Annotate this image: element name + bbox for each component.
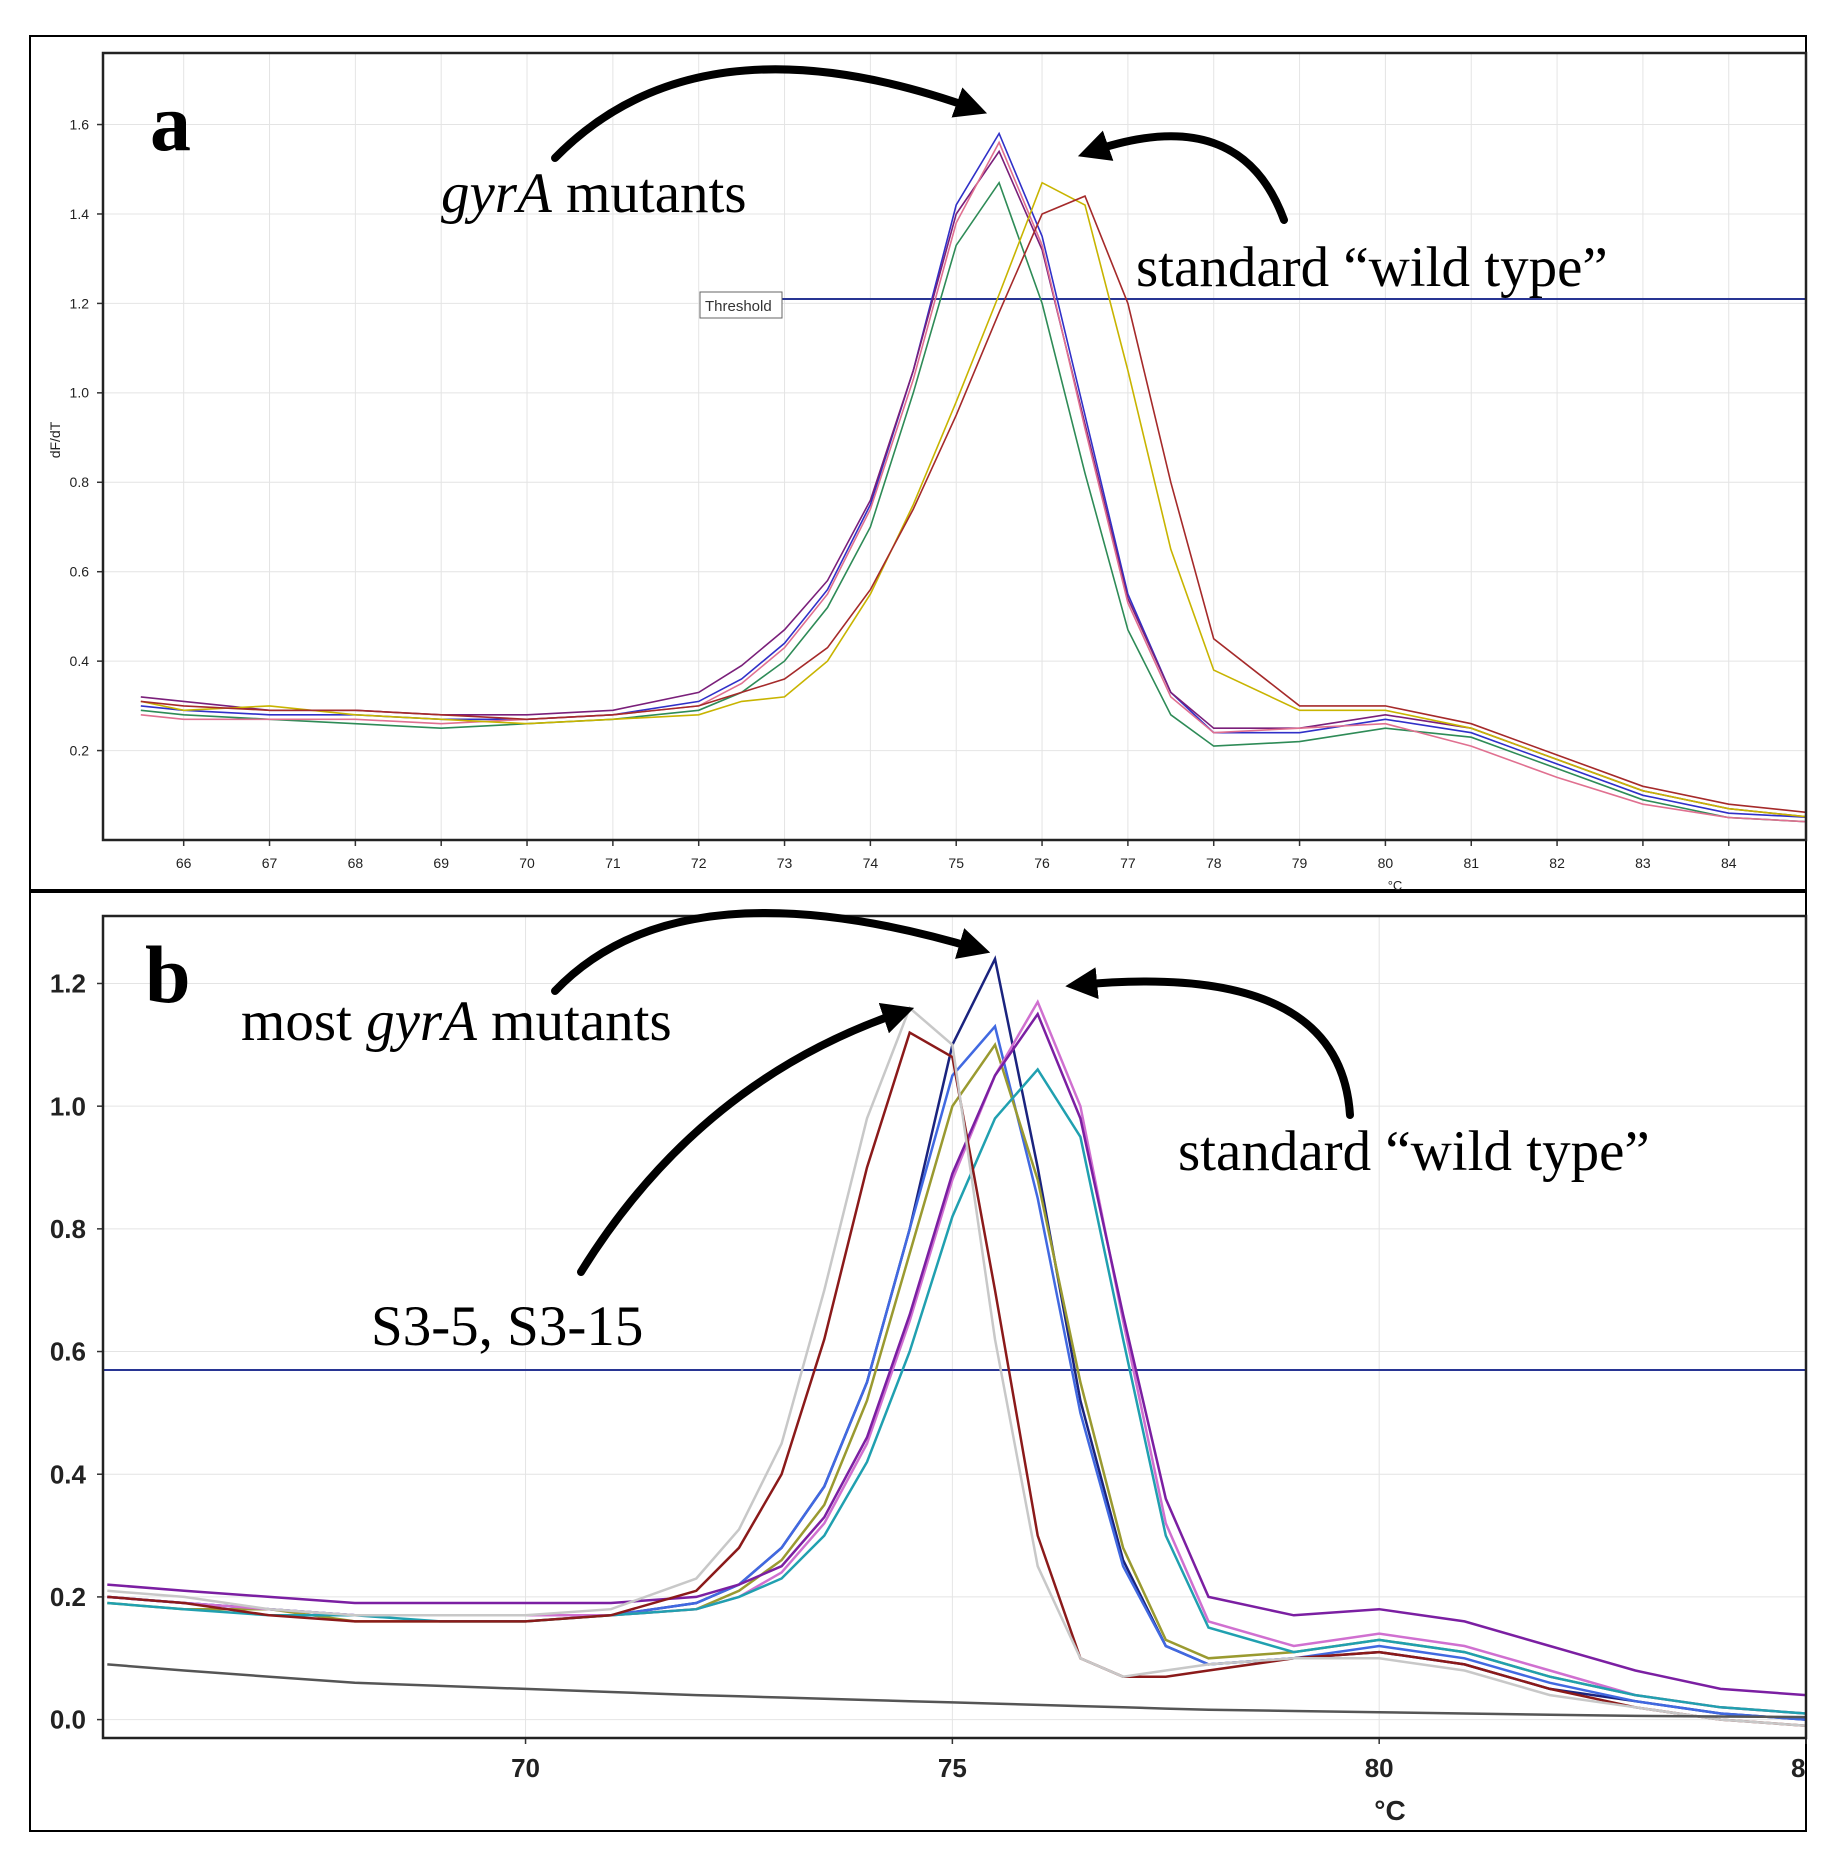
plot-area xyxy=(103,53,1806,840)
plot-lines xyxy=(140,131,1806,823)
x-tick-label: 72 xyxy=(691,855,707,871)
chart: 0.2 0.4 0.6 0.8 1.0 1.2 1.4 1.6 66 67 68 69 70 71 72 73… xyxy=(47,51,1808,893)
arrow xyxy=(551,65,988,162)
annotation: most gyrA mutants xyxy=(241,990,672,1053)
x-tick-label: 79 xyxy=(1292,855,1308,871)
y-tick-label: 0.6 xyxy=(50,1337,86,1367)
y-tick-label: 1.0 xyxy=(70,385,90,401)
annotation-part: most xyxy=(241,990,366,1053)
x-tick-label: 70 xyxy=(519,855,535,871)
curve xyxy=(107,1663,1806,1719)
annotation: gyrA mutants xyxy=(441,162,747,225)
x-tick-label: 80 xyxy=(1365,1753,1394,1783)
x-tick-label: 71 xyxy=(605,855,621,871)
curve xyxy=(107,1011,1806,1697)
y-tick-label: 0.4 xyxy=(70,653,90,669)
x-tick-label: 67 xyxy=(262,855,278,871)
y-tick-label: 0.6 xyxy=(70,564,90,580)
x-tick-label: 70 xyxy=(511,1753,540,1783)
y-tick-label: 0.4 xyxy=(50,1459,87,1489)
annotation-part: mutants xyxy=(552,162,747,225)
curve xyxy=(140,180,1806,823)
y-tick-label: 0.8 xyxy=(70,474,90,490)
threshold-box xyxy=(699,291,783,319)
annotation-part: standard “wild type” xyxy=(1136,236,1608,299)
x-tick-label: 78 xyxy=(1206,855,1222,871)
annotation-part: standard “wild type” xyxy=(1178,1120,1650,1183)
curve xyxy=(107,1030,1806,1727)
curve xyxy=(140,131,1806,818)
arrow xyxy=(1077,130,1288,224)
plot-border xyxy=(101,914,1808,1740)
x-tick-label: 84 xyxy=(1721,855,1737,871)
y-tick-label: 0.2 xyxy=(50,1582,86,1612)
x-tick-label: 76 xyxy=(1034,855,1050,871)
x-tick-label: 75 xyxy=(948,855,964,871)
curve xyxy=(140,181,1806,818)
x-tick-label: 69 xyxy=(433,855,449,871)
x-axis-label: °C xyxy=(1374,1795,1405,1826)
arrow xyxy=(577,1002,915,1276)
y-axis-label: dF/dT xyxy=(47,421,63,458)
panel-label: b xyxy=(145,929,191,1020)
y-tick-label: 1.4 xyxy=(70,206,90,222)
x-tick-label: 68 xyxy=(348,855,364,871)
curve xyxy=(107,1005,1806,1727)
plot-border xyxy=(101,51,1808,842)
curve xyxy=(140,140,1806,823)
x-tick-label: 77 xyxy=(1120,855,1136,871)
plot-lines xyxy=(103,955,1806,1727)
curve xyxy=(140,149,1806,818)
arrow xyxy=(1065,967,1354,1119)
x-tick-label: 66 xyxy=(176,855,192,871)
x-tick-label: 75 xyxy=(938,1753,967,1783)
arrows xyxy=(551,65,1354,1276)
curve xyxy=(140,195,1806,814)
x-tick-label: 74 xyxy=(863,855,879,871)
x-axis-label: °C xyxy=(1388,878,1403,893)
y-tick-label: 0.8 xyxy=(50,1214,86,1244)
panel-label: a xyxy=(150,77,191,168)
annotation: standard “wild type” xyxy=(1136,236,1608,299)
annotation-part: gyrA xyxy=(366,990,478,1053)
x-tick-label: 80 xyxy=(1378,855,1394,871)
y-tick-label: 1.0 xyxy=(50,1091,86,1121)
x-tick-label: 82 xyxy=(1549,855,1565,871)
annotation-part: mutants xyxy=(477,990,672,1053)
annotation: S3-5, S3-15 xyxy=(371,1295,643,1358)
x-tick-label: 81 xyxy=(1463,855,1479,871)
y-tick-label: 1.2 xyxy=(70,295,90,311)
charts: 0.2 0.4 0.6 0.8 1.0 1.2 1.4 1.6 66 67 68 69 70 71 72 73… xyxy=(47,51,1808,1826)
y-tick-label: 0.0 xyxy=(50,1705,86,1735)
y-tick-label: 1.2 xyxy=(50,969,86,999)
annotation-part: gyrA xyxy=(441,162,553,225)
annotation: standard “wild type” xyxy=(1178,1120,1650,1183)
y-tick-label: 1.6 xyxy=(70,116,90,132)
x-tick-label: 73 xyxy=(777,855,793,871)
threshold-label: Threshold xyxy=(705,298,772,315)
x-tick-label: 8 xyxy=(1791,1753,1805,1783)
y-tick-label: 0.2 xyxy=(70,742,90,758)
arrow xyxy=(551,909,991,995)
x-tick-label: 83 xyxy=(1635,855,1651,871)
annotation-part: S3-5, S3-15 xyxy=(371,1295,643,1358)
